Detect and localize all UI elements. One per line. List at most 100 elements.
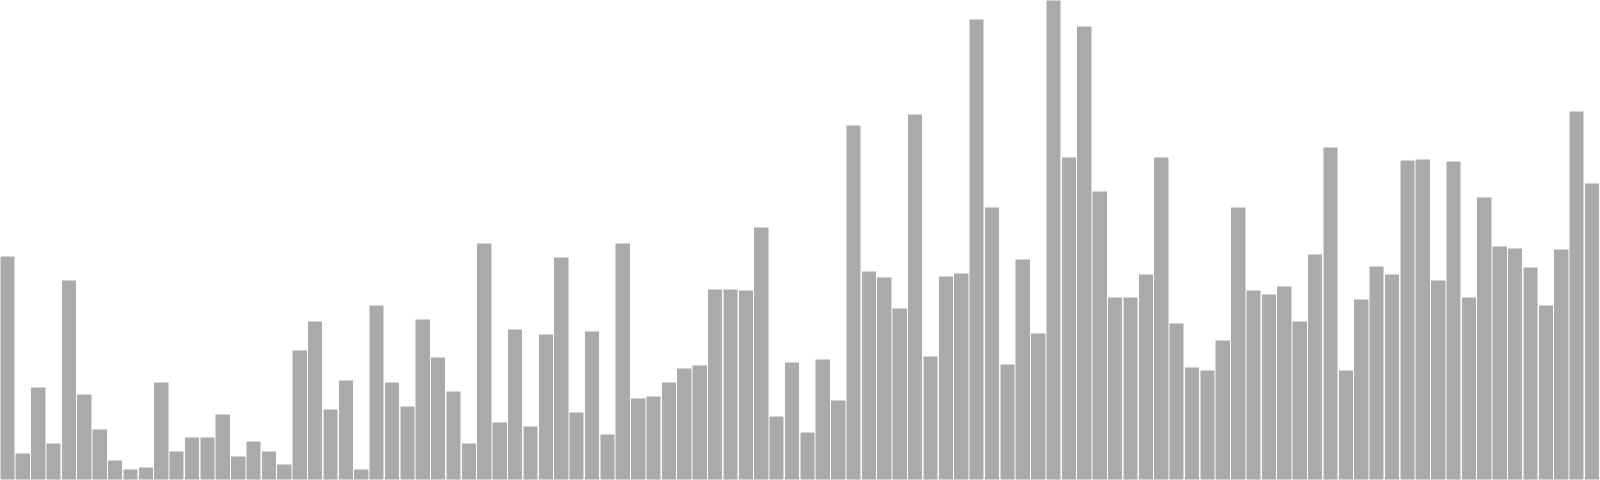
bar-44 bbox=[676, 367, 692, 480]
bar-90 bbox=[1384, 273, 1400, 480]
bar-49 bbox=[753, 226, 769, 480]
bar-25 bbox=[384, 381, 400, 480]
bar-103 bbox=[1584, 182, 1600, 480]
bar-87 bbox=[1338, 369, 1354, 480]
bar-29 bbox=[445, 390, 462, 480]
bar-26 bbox=[399, 405, 416, 480]
bar-100 bbox=[1538, 304, 1554, 480]
bar-53 bbox=[815, 358, 831, 480]
bar-88 bbox=[1353, 298, 1369, 480]
bar-65 bbox=[999, 363, 1016, 480]
bar-83 bbox=[1276, 285, 1293, 480]
bar-52 bbox=[799, 431, 816, 480]
bar-66 bbox=[1015, 258, 1031, 480]
bar-28 bbox=[430, 356, 446, 480]
bar-46 bbox=[707, 288, 723, 480]
bar-16 bbox=[245, 440, 262, 480]
bar-19 bbox=[292, 349, 308, 480]
bar-102 bbox=[1568, 110, 1585, 480]
bar-3 bbox=[45, 442, 62, 480]
bar-78 bbox=[1199, 369, 1216, 480]
bar-97 bbox=[1492, 245, 1508, 480]
bar-58 bbox=[892, 307, 908, 480]
bar-30 bbox=[461, 442, 477, 480]
bar-2 bbox=[30, 386, 46, 480]
bar-85 bbox=[1307, 253, 1323, 480]
bar-8 bbox=[122, 468, 139, 480]
bar-76 bbox=[1168, 322, 1185, 480]
bar-99 bbox=[1522, 266, 1539, 480]
bar-40 bbox=[615, 242, 631, 480]
bar-77 bbox=[1184, 366, 1200, 480]
bar-61 bbox=[938, 275, 954, 480]
bar-93 bbox=[1430, 279, 1446, 480]
bar-37 bbox=[568, 411, 585, 480]
bar-51 bbox=[784, 361, 800, 480]
bar-36 bbox=[553, 256, 569, 480]
bar-89 bbox=[1368, 265, 1385, 480]
bar-32 bbox=[492, 421, 508, 480]
bar-64 bbox=[984, 206, 1000, 480]
bar-91 bbox=[1399, 159, 1416, 480]
bar-13 bbox=[199, 436, 216, 480]
bar-54 bbox=[830, 399, 846, 480]
bar-75 bbox=[1153, 156, 1169, 480]
bar-39 bbox=[599, 433, 616, 480]
bar-33 bbox=[507, 328, 523, 480]
bar-67 bbox=[1030, 332, 1046, 480]
bar-50 bbox=[768, 415, 785, 480]
bar-6 bbox=[92, 428, 108, 480]
bar-48 bbox=[738, 289, 754, 480]
bar-9 bbox=[138, 466, 154, 480]
bar-43 bbox=[661, 381, 677, 480]
bar-18 bbox=[276, 463, 293, 480]
bar-71 bbox=[1092, 190, 1108, 480]
bar-7 bbox=[107, 459, 123, 480]
bar-95 bbox=[1461, 296, 1477, 480]
bar-86 bbox=[1322, 146, 1339, 480]
bar-35 bbox=[538, 333, 554, 480]
bar-24 bbox=[368, 304, 385, 480]
bar-45 bbox=[692, 364, 708, 480]
bar-72 bbox=[1107, 296, 1123, 480]
bar-69 bbox=[1061, 156, 1077, 480]
bar-63 bbox=[968, 18, 985, 480]
bar-57 bbox=[876, 276, 892, 480]
bar-73 bbox=[1122, 296, 1139, 480]
bar-5 bbox=[76, 393, 92, 480]
bar-70 bbox=[1076, 25, 1093, 480]
bar-74 bbox=[1138, 273, 1154, 480]
bar-60 bbox=[922, 355, 939, 480]
bar-11 bbox=[168, 450, 185, 480]
bar-20 bbox=[307, 320, 323, 480]
bar-47 bbox=[722, 288, 739, 480]
bar-81 bbox=[1245, 289, 1262, 480]
bar-21 bbox=[322, 408, 339, 480]
bar-14 bbox=[215, 413, 231, 480]
bar-0 bbox=[0, 255, 16, 480]
bar-34 bbox=[522, 425, 539, 480]
bar-1 bbox=[15, 452, 31, 480]
bar-84 bbox=[1292, 320, 1308, 480]
bar-17 bbox=[261, 450, 277, 480]
bar-31 bbox=[476, 242, 493, 480]
bar-41 bbox=[630, 397, 646, 480]
bar-101 bbox=[1553, 248, 1569, 480]
bar-59 bbox=[907, 113, 923, 480]
bar-27 bbox=[415, 318, 431, 480]
bar-98 bbox=[1507, 247, 1523, 480]
bar-94 bbox=[1445, 160, 1462, 480]
bar-55 bbox=[845, 124, 862, 480]
bar-92 bbox=[1415, 158, 1431, 480]
bar-10 bbox=[153, 381, 169, 480]
bar-56 bbox=[861, 270, 877, 480]
bar-12 bbox=[184, 436, 200, 480]
bar-62 bbox=[953, 272, 969, 480]
bar-82 bbox=[1261, 293, 1277, 480]
bar-96 bbox=[1476, 196, 1493, 480]
bar-68 bbox=[1045, 0, 1062, 480]
bar-79 bbox=[1215, 339, 1231, 480]
bar-38 bbox=[584, 330, 600, 480]
